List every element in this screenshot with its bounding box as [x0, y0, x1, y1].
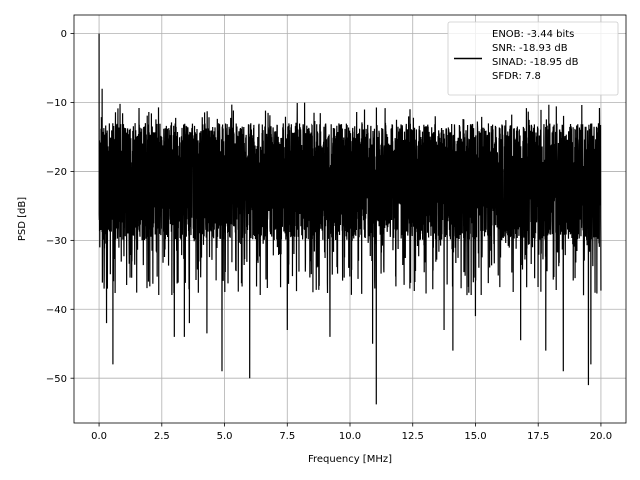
legend-line-3: SFDR: 7.8 [492, 71, 541, 82]
legend-line-2: SINAD: -18.95 dB [492, 57, 579, 68]
y-axis-ticks: 0 −10 −20 −30 −40 −50 [46, 29, 74, 385]
x-axis-label: Frequency [MHz] [308, 454, 392, 465]
x-tick-label: 12.5 [402, 431, 424, 442]
y-tick-label: −20 [46, 167, 67, 178]
y-tick-label: −40 [46, 305, 67, 316]
y-tick-label: 0 [61, 29, 67, 40]
y-tick-label: −50 [46, 374, 67, 385]
legend-line-1: SNR: -18.93 dB [492, 43, 568, 54]
x-tick-label: 5.0 [217, 431, 233, 442]
legend-line-0: ENOB: -3.44 bits [492, 29, 574, 40]
x-tick-label: 17.5 [527, 431, 549, 442]
x-tick-label: 15.0 [464, 431, 486, 442]
x-tick-label: 10.0 [339, 431, 361, 442]
legend-box [447, 21, 619, 96]
y-tick-label: −30 [46, 236, 67, 247]
x-tick-label: 0.0 [91, 431, 107, 442]
y-tick-label: −10 [46, 98, 67, 109]
x-tick-label: 20.0 [590, 431, 612, 442]
legend-text-group: ENOB: -3.44 bits SNR: -18.93 dB SINAD: -18… [492, 29, 579, 82]
x-tick-label: 2.5 [154, 431, 170, 442]
legend: ENOB: -3.44 bits SNR: -18.93 dB SINAD: -18… [447, 21, 619, 96]
psd-series-line [98, 33, 602, 405]
y-axis-label: PSD [dB] [17, 197, 28, 241]
series-layer [98, 33, 602, 405]
x-tick-label: 7.5 [279, 431, 295, 442]
x-axis-ticks: 0.0 2.5 5.0 7.5 10.0 12.5 15.0 17.5 20.0 [91, 423, 612, 442]
